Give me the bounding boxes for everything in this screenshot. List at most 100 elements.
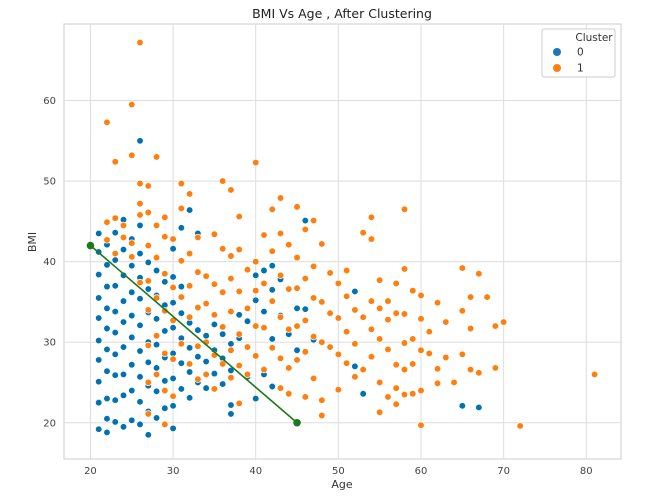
cluster-0-point <box>136 398 144 406</box>
cluster-1-point <box>177 340 186 348</box>
cluster-0-point <box>128 333 136 342</box>
cluster-0-point <box>202 384 210 392</box>
cluster-0-point <box>95 294 103 302</box>
cluster-1-point <box>194 375 202 383</box>
cluster-1-point <box>152 332 161 340</box>
cluster-1-point <box>161 386 169 395</box>
cluster-1-point <box>252 257 260 266</box>
cluster-0-point <box>268 382 276 391</box>
cluster-1-point <box>210 311 219 319</box>
cluster-1-point <box>326 269 334 277</box>
cluster-0-point <box>136 295 144 303</box>
cluster-0-point <box>95 336 103 345</box>
cluster-1-point <box>260 365 268 374</box>
y-tick-label: 20 <box>43 418 56 429</box>
legend-frame <box>541 28 616 78</box>
cluster-0-point <box>185 394 194 402</box>
cluster-0-point <box>111 307 119 316</box>
cluster-1-point <box>268 344 276 352</box>
cluster-0-point <box>111 396 119 404</box>
cluster-1-point <box>400 310 409 318</box>
cluster-1-point <box>235 361 243 370</box>
cluster-0-point <box>177 359 186 367</box>
cluster-1-point <box>417 386 425 395</box>
cluster-1-point <box>376 335 384 343</box>
cluster-0-point <box>169 273 177 281</box>
cluster-0-point <box>152 387 161 395</box>
cluster-1-point <box>276 194 285 202</box>
legend-label-1: 1 <box>577 63 584 75</box>
cluster-1-point <box>136 211 144 219</box>
cluster-1-point <box>466 324 475 333</box>
cluster-1-point <box>276 313 285 321</box>
cluster-1-point <box>384 393 392 401</box>
cluster-1-point <box>152 370 161 379</box>
cluster-0-point <box>152 364 161 372</box>
cluster-1-point <box>450 378 458 387</box>
cluster-1-point <box>359 313 367 321</box>
cluster-0-point <box>152 340 161 349</box>
regression-overlay <box>86 241 301 427</box>
legend: Cluster 0 1 <box>541 28 616 78</box>
cluster-1-point <box>243 370 252 379</box>
cluster-1-point <box>342 328 351 336</box>
cluster-0-point <box>128 361 136 369</box>
cluster-0-point <box>169 245 177 253</box>
legend-marker-1 <box>553 64 561 72</box>
cluster-1-point <box>119 233 128 242</box>
cluster-1-point <box>144 277 152 285</box>
cluster-1-point <box>359 228 367 237</box>
cluster-0-point <box>128 311 136 320</box>
cluster-1-point <box>169 355 177 363</box>
plot-area <box>63 23 622 460</box>
overlay-endpoint <box>293 418 301 427</box>
cluster-1-point <box>334 279 343 288</box>
cluster-1-point <box>425 349 433 358</box>
cluster-1-point <box>309 262 318 271</box>
cluster-1-point <box>351 340 359 348</box>
cluster-1-point <box>458 350 466 358</box>
cluster-1-point <box>466 293 475 301</box>
cluster-1-point <box>169 235 177 243</box>
legend-marker-0 <box>553 48 561 56</box>
cluster-0-point <box>177 385 186 393</box>
cluster-0-point <box>210 320 219 329</box>
cluster-1-point <box>301 348 309 356</box>
cluster-1-point <box>384 315 392 324</box>
cluster-0-point <box>202 332 210 340</box>
cluster-1-point <box>185 313 194 321</box>
cluster-1-point <box>392 400 400 408</box>
cluster-1-point <box>136 179 144 188</box>
cluster-1-point <box>202 370 210 379</box>
cluster-0-point <box>111 256 119 264</box>
cluster-1-point <box>128 253 136 261</box>
cluster-1-point <box>252 286 260 295</box>
cluster-0-point <box>111 228 119 237</box>
cluster-0-point <box>268 335 276 343</box>
cluster-1-point <box>268 205 276 213</box>
cluster-0-point <box>144 285 152 293</box>
cluster-1-point <box>227 274 235 283</box>
cluster-1-point <box>433 379 442 387</box>
cluster-0-point <box>95 425 103 433</box>
cluster-1-point <box>392 361 400 369</box>
cluster-1-point <box>409 360 417 368</box>
cluster-1-point <box>326 309 334 317</box>
cluster-1-point <box>111 249 119 258</box>
cluster-1-point <box>433 299 442 307</box>
cluster-1-point <box>293 284 301 292</box>
cluster-0-point <box>161 377 169 385</box>
cluster-0-point <box>103 282 111 291</box>
cluster-1-point <box>194 268 202 276</box>
cluster-1-point <box>384 297 392 305</box>
cluster-0-point <box>119 391 128 400</box>
cluster-1-point <box>285 241 293 249</box>
cluster-0-point <box>219 380 227 388</box>
cluster-1-point <box>293 253 301 262</box>
cluster-1-point <box>400 339 409 347</box>
cluster-0-point <box>136 221 144 230</box>
cluster-1-point <box>128 239 136 247</box>
cluster-0-point <box>119 423 128 431</box>
cluster-1-point <box>334 386 343 394</box>
cluster-0-point <box>161 327 169 335</box>
